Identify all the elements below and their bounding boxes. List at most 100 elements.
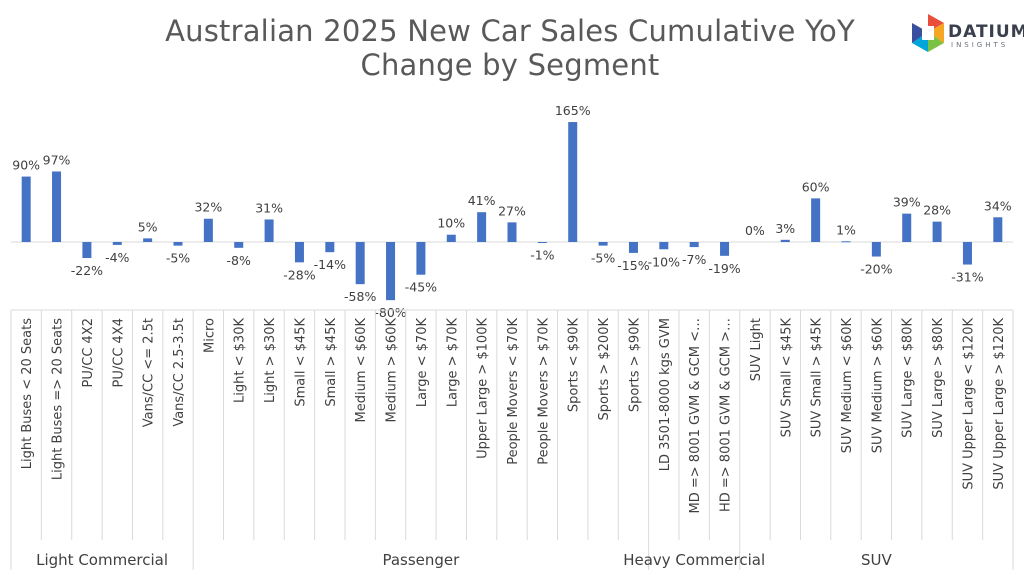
bar-3 (112, 242, 122, 245)
category-label-19: Sports > $200K (597, 318, 612, 421)
bar-10 (325, 242, 335, 253)
data-label-12: -80% (374, 305, 406, 320)
bar-21 (659, 242, 669, 250)
bar-31 (962, 242, 972, 265)
category-label-7: Light < $30K (233, 318, 248, 403)
category-label-13: Large < $70K (415, 318, 430, 408)
chart-title: Australian 2025 New Car Sales Cumulative… (160, 14, 860, 82)
data-label-8: 31% (255, 200, 283, 215)
bar-4 (143, 238, 153, 242)
chart-title-line-2: Change by Segment (360, 48, 660, 82)
bar-27 (841, 241, 851, 243)
data-label-19: -5% (591, 251, 615, 266)
category-label-29: SUV Large < $80K (901, 318, 916, 438)
bar-1 (52, 171, 62, 242)
bar-17 (537, 242, 547, 243)
bar-20 (628, 242, 638, 253)
bar-6 (203, 218, 213, 242)
data-label-21: -10% (648, 254, 680, 269)
category-label-25: SUV Small < $45K (779, 318, 794, 438)
datium-logo: DATIUM INSIGHTS (908, 12, 1024, 56)
data-label-18: 165% (555, 103, 591, 118)
data-label-32: 34% (984, 198, 1012, 213)
category-label-24: SUV Light (749, 318, 764, 381)
data-label-4: 5% (138, 219, 158, 234)
data-label-6: 32% (194, 200, 222, 215)
data-label-15: 41% (468, 193, 496, 208)
data-label-0: 90% (12, 158, 40, 173)
category-label-11: Medium < $60K (354, 318, 369, 423)
bar-5 (173, 242, 183, 246)
data-label-20: -15% (617, 258, 649, 273)
data-label-2: -22% (71, 263, 103, 278)
group-label-0: Light Commercial (36, 551, 168, 569)
data-label-5: -5% (166, 251, 190, 266)
data-label-11: -58% (344, 289, 376, 304)
category-label-31: SUV Upper Large < $120K (961, 318, 976, 490)
data-label-13: -45% (405, 280, 437, 295)
data-label-30: 28% (923, 203, 951, 218)
group-label-1: Passenger (382, 551, 460, 569)
bar-11 (355, 242, 365, 285)
bar-7 (234, 242, 244, 248)
data-label-25: 3% (775, 221, 795, 236)
data-label-14: 10% (437, 216, 465, 231)
category-label-8: Light > $30K (263, 318, 278, 403)
category-label-3: PU/CC 4X4 (111, 318, 126, 387)
category-label-23: HD => 8001 GVM & GCM >… (719, 318, 734, 512)
category-label-21: LD 3501-8000 kgs GVM (658, 318, 673, 471)
category-label-28: SUV Medium > $60K (870, 318, 885, 454)
category-label-27: SUV Medium < $60K (840, 318, 855, 454)
category-label-26: SUV Small > $45K (810, 318, 825, 438)
data-label-24: 0% (745, 223, 765, 238)
category-label-10: Small > $45K (324, 318, 339, 407)
bar-22 (689, 242, 699, 248)
data-label-23: -19% (708, 261, 740, 276)
category-label-18: Sports < $90K (567, 318, 582, 413)
category-label-9: Small < $45K (293, 318, 308, 407)
datium-logo-word: DATIUM (948, 22, 1024, 42)
bar-25 (780, 239, 790, 242)
bar-12 (386, 242, 396, 301)
datium-logo-sub: INSIGHTS (951, 41, 1009, 49)
category-label-32: SUV Upper Large > $120K (992, 318, 1007, 490)
group-label-2: Heavy Commercial (623, 551, 765, 569)
category-label-22: MD => 8001 GVM & GCM <… (688, 318, 703, 513)
category-label-6: Micro (202, 318, 217, 353)
chart-title-line-1: Australian 2025 New Car Sales Cumulative… (165, 14, 855, 48)
bar-9 (294, 242, 304, 263)
data-label-9: -28% (283, 267, 315, 282)
bar-16 (507, 222, 517, 242)
category-label-14: Large > $70K (445, 318, 460, 408)
bar-19 (598, 242, 608, 246)
bar-30 (932, 221, 942, 242)
bar-18 (568, 122, 578, 242)
bar-29 (902, 213, 912, 242)
bar-0 (21, 176, 31, 242)
category-label-5: Vans/CC 2.5-3.5t (172, 318, 187, 427)
bar-13 (416, 242, 426, 275)
data-label-28: -20% (860, 262, 892, 277)
category-label-4: Vans/CC <= 2.5t (142, 318, 157, 427)
data-label-16: 27% (498, 203, 526, 218)
category-label-17: People Movers > $70K (536, 318, 551, 465)
data-label-7: -8% (227, 253, 251, 268)
data-label-31: -31% (951, 270, 983, 285)
bar-2 (82, 242, 92, 258)
data-label-17: -1% (530, 248, 554, 263)
group-label-3: SUV (861, 551, 893, 569)
bar-15 (477, 212, 487, 242)
data-label-27: 1% (836, 222, 856, 237)
data-label-1: 97% (43, 152, 71, 167)
bar-8 (264, 219, 274, 242)
category-label-20: Sports > $90K (627, 318, 642, 413)
category-label-12: Medium > $60K (385, 318, 400, 423)
data-label-22: -7% (682, 252, 706, 267)
bar-14 (446, 234, 456, 242)
data-label-10: -14% (314, 257, 346, 272)
bar-26 (811, 198, 821, 242)
data-label-29: 39% (893, 195, 921, 210)
data-label-3: -4% (105, 250, 129, 265)
data-label-26: 60% (802, 179, 830, 194)
